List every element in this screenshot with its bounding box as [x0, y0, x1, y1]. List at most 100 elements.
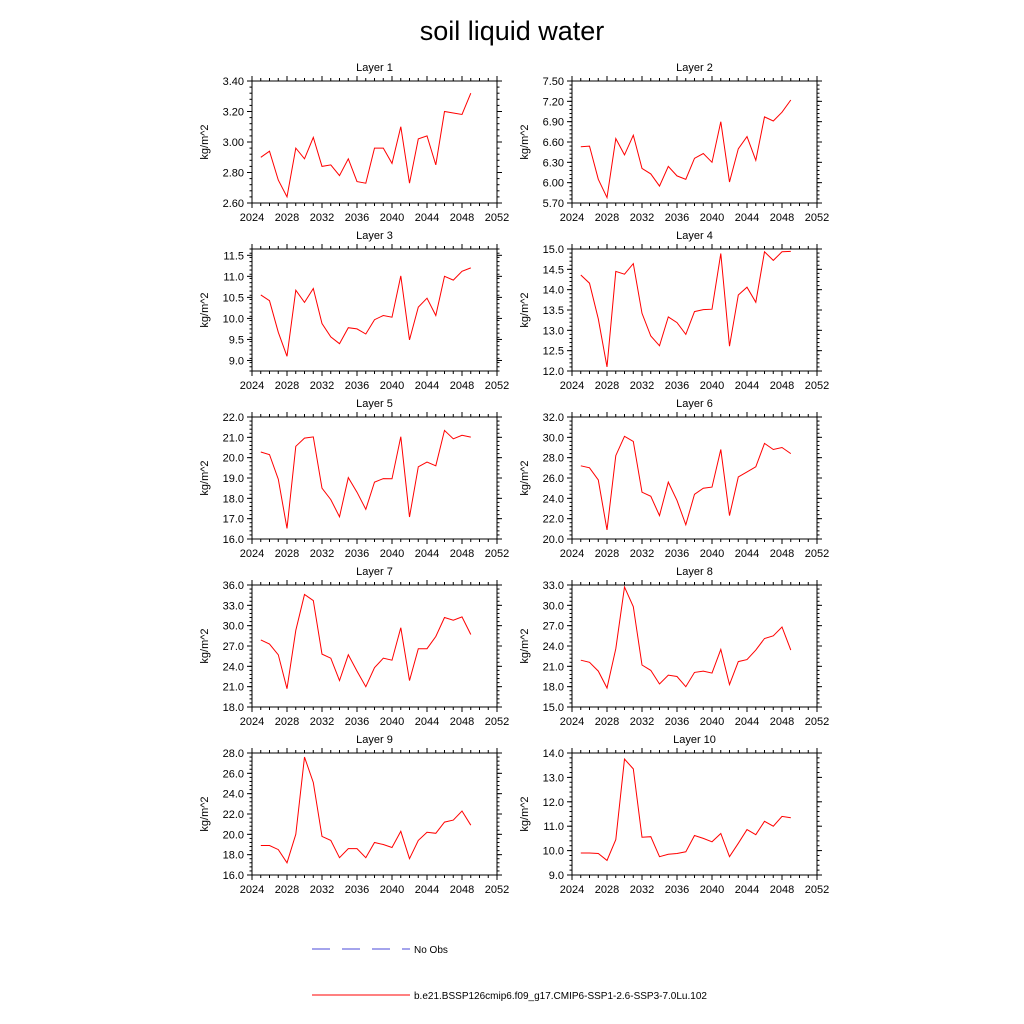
series-line: [580, 585, 792, 690]
y-tick-label: 30.0: [223, 621, 244, 633]
y-tick-label: 24.0: [543, 493, 564, 505]
x-tick-label: 2040: [700, 212, 724, 224]
x-tick-label: 2024: [240, 884, 264, 896]
x-tick-label: 2040: [700, 548, 724, 560]
y-tick-label: 13.5: [543, 305, 564, 317]
x-tick-label: 2052: [485, 212, 509, 224]
x-tick-label: 2048: [450, 884, 474, 896]
legend: No Obs b.e21.BSSP126cmip6.f09_g17.CMIP6-…: [312, 945, 707, 1002]
panel-layer-7: Layer 7 kg/m^2 2024 2028 2032 2036 2040 2044 204…: [199, 566, 509, 728]
x-tick-label: 2040: [380, 548, 404, 560]
x-tick-label: 2044: [415, 884, 439, 896]
y-axis-label: kg/m^2: [519, 292, 531, 327]
x-tick-label: 2032: [630, 380, 654, 392]
x-tick-label: 2024: [240, 716, 264, 728]
y-tick-label: 19.0: [223, 473, 244, 485]
x-tick-label: 2028: [595, 212, 619, 224]
y-tick-label: 18.0: [223, 850, 244, 862]
x-tick-label: 2052: [485, 548, 509, 560]
x-tick-label: 2032: [310, 212, 334, 224]
y-tick-label: 33.0: [223, 600, 244, 612]
x-tick-label: 2036: [665, 380, 689, 392]
x-tick-label: 2044: [735, 212, 759, 224]
series-line: [260, 429, 471, 529]
x-tick-label: 2044: [415, 380, 439, 392]
series-line: [580, 99, 792, 200]
x-tick-label: 2044: [735, 884, 759, 896]
x-tick-label: 2024: [560, 716, 584, 728]
x-tick-label: 2052: [485, 380, 509, 392]
y-tick-label: 3.00: [223, 137, 244, 149]
y-tick-label: 36.0: [223, 580, 244, 592]
panel-layer-10: Layer 10 kg/m^2 2024 2028 2032 2036 2040 2044 20…: [519, 734, 829, 896]
legend-no-obs-label: No Obs: [414, 945, 448, 956]
x-tick-label: 2032: [630, 716, 654, 728]
y-tick-label: 6.90: [543, 117, 564, 129]
y-tick-label: 3.40: [223, 76, 244, 88]
y-tick-label: 9.0: [549, 870, 564, 882]
y-tick-label: 11.0: [223, 271, 244, 283]
y-tick-label: 6.00: [543, 178, 564, 190]
x-tick-label: 2028: [275, 212, 299, 224]
y-tick-label: 32.0: [543, 412, 564, 424]
x-tick-label: 2052: [805, 884, 829, 896]
x-tick-label: 2024: [240, 548, 264, 560]
x-tick-label: 2036: [665, 212, 689, 224]
y-tick-label: 15.0: [543, 244, 564, 256]
x-tick-label: 2040: [380, 716, 404, 728]
y-tick-label: 11.0: [543, 821, 564, 833]
y-tick-label: 27.0: [223, 641, 244, 653]
y-tick-label: 22.0: [223, 809, 244, 821]
x-tick-label: 2036: [665, 548, 689, 560]
y-tick-label: 10.5: [223, 292, 244, 304]
panel-layer-3: Layer 3 kg/m^2 2024 2028 2032 2036 2040 2044 204…: [199, 230, 509, 392]
y-tick-label: 28.0: [223, 748, 244, 760]
series-line: [260, 267, 471, 357]
plot-frame: [251, 248, 498, 372]
y-tick-label: 12.0: [543, 366, 564, 378]
x-tick-label: 2052: [805, 212, 829, 224]
x-tick-label: 2024: [560, 212, 584, 224]
y-tick-label: 30.0: [543, 600, 564, 612]
x-tick-label: 2048: [770, 212, 794, 224]
y-tick-label: 15.0: [543, 702, 564, 714]
y-tick-label: 33.0: [543, 580, 564, 592]
plot-frame: [251, 584, 498, 708]
x-tick-label: 2028: [595, 716, 619, 728]
plot-frame: [571, 416, 818, 540]
y-axis-label: kg/m^2: [519, 628, 531, 663]
x-tick-label: 2028: [595, 884, 619, 896]
panel-title: Layer 10: [673, 734, 716, 746]
x-tick-label: 2028: [595, 548, 619, 560]
series-line: [260, 93, 472, 199]
x-tick-label: 2040: [380, 380, 404, 392]
x-tick-label: 2024: [560, 548, 584, 560]
y-axis-label: kg/m^2: [199, 460, 211, 495]
y-tick-label: 9.5: [229, 334, 244, 346]
y-tick-label: 18.0: [543, 682, 564, 694]
x-tick-label: 2028: [595, 380, 619, 392]
panel-layer-1: Layer 1 kg/m^2 2024 2028 2032 2036 2040 2044 204…: [199, 62, 509, 224]
x-tick-label: 2032: [310, 548, 334, 560]
y-tick-label: 17.0: [223, 514, 244, 526]
y-tick-label: 22.0: [223, 412, 244, 424]
x-tick-label: 2024: [240, 212, 264, 224]
x-tick-label: 2032: [630, 884, 654, 896]
y-tick-label: 21.0: [543, 661, 564, 673]
y-tick-label: 2.60: [223, 198, 244, 210]
x-tick-label: 2048: [450, 380, 474, 392]
panel-layer-9: Layer 9 kg/m^2 2024 2028 2032 2036 2040 2044 204…: [199, 734, 509, 896]
y-axis-label: kg/m^2: [199, 292, 211, 327]
y-tick-label: 22.0: [543, 514, 564, 526]
y-tick-label: 2.80: [223, 168, 244, 180]
x-tick-label: 2044: [735, 380, 759, 392]
y-tick-label: 24.0: [223, 789, 244, 801]
y-tick-label: 26.0: [223, 768, 244, 780]
x-tick-label: 2044: [735, 548, 759, 560]
panel-layer-5: Layer 5 kg/m^2 2024 2028 2032 2036 2040 2044 204…: [199, 398, 509, 560]
panels-group: Layer 1 kg/m^2 2024 2028 2032 2036 2040 2044 204…: [199, 62, 829, 896]
x-tick-label: 2036: [345, 716, 369, 728]
panel-layer-2: Layer 2 kg/m^2 2024 2028 2032 2036 2040 2044 204…: [519, 62, 829, 224]
x-tick-label: 2036: [345, 884, 369, 896]
